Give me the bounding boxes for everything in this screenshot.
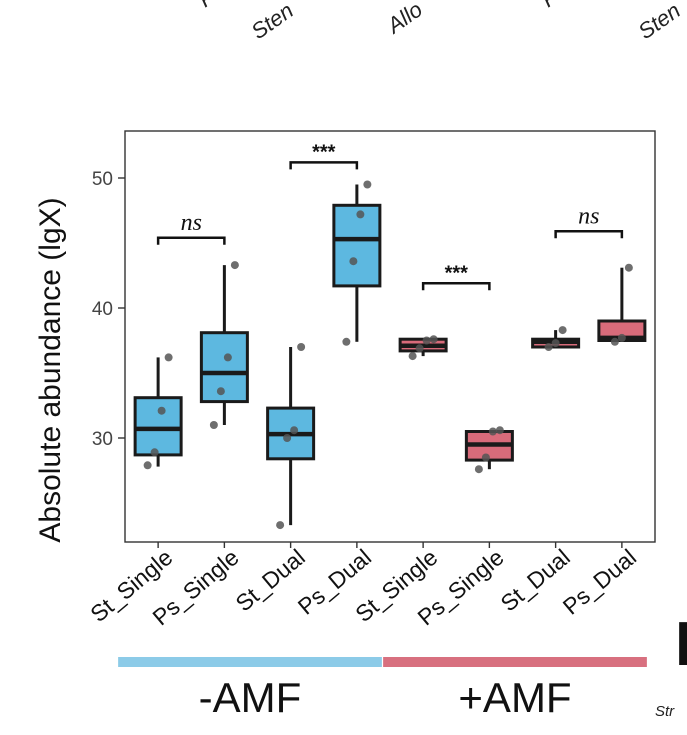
data-point bbox=[216, 387, 225, 396]
data-point bbox=[495, 426, 504, 435]
top-fragment-3: Allo bbox=[381, 0, 427, 39]
data-point bbox=[363, 180, 372, 189]
data-point bbox=[230, 261, 239, 270]
top-fragment-2: Sten bbox=[247, 0, 298, 44]
box-iqr bbox=[332, 203, 382, 288]
box-4 bbox=[332, 180, 382, 346]
y-tick-label: 30 bbox=[92, 429, 113, 450]
significance-label: *** bbox=[445, 262, 469, 284]
top-fragment-5: Sten bbox=[634, 0, 685, 44]
y-tick-label: 50 bbox=[92, 169, 113, 190]
significance-bracket bbox=[554, 230, 624, 239]
data-point bbox=[342, 337, 351, 346]
data-point bbox=[429, 335, 438, 344]
top-fragments: F Sten Allo F Sten bbox=[194, 0, 685, 44]
significance-4: ns bbox=[554, 203, 624, 239]
box-5 bbox=[398, 335, 448, 361]
box-iqr bbox=[133, 396, 183, 457]
group-layer: -AMF +AMF bbox=[118, 657, 647, 721]
data-point bbox=[610, 337, 619, 346]
box-1 bbox=[133, 353, 183, 470]
data-point bbox=[157, 406, 166, 415]
boxes-layer bbox=[133, 180, 647, 530]
group-bar bbox=[383, 657, 647, 667]
significance-3: *** bbox=[421, 262, 491, 291]
box-2 bbox=[199, 261, 249, 429]
group-bar bbox=[118, 657, 382, 667]
data-point bbox=[544, 343, 553, 351]
significance-layer: ns *** *** ns bbox=[156, 141, 624, 291]
data-point bbox=[290, 426, 299, 435]
data-point bbox=[223, 353, 232, 362]
data-point bbox=[422, 336, 431, 345]
significance-bracket bbox=[421, 282, 491, 291]
box-7 bbox=[531, 326, 581, 351]
significance-label: ns bbox=[578, 203, 599, 229]
group-label: -AMF bbox=[199, 674, 302, 721]
top-fragment-1: F bbox=[194, 0, 221, 12]
significance-label: ns bbox=[181, 210, 202, 236]
y-tick-label: 40 bbox=[92, 299, 113, 320]
data-point bbox=[551, 339, 560, 348]
box-6 bbox=[464, 426, 514, 474]
significance-bracket bbox=[156, 236, 226, 245]
data-point bbox=[297, 343, 306, 351]
data-point bbox=[488, 427, 497, 436]
data-point bbox=[481, 453, 490, 462]
data-point bbox=[283, 434, 292, 442]
box-8 bbox=[597, 263, 647, 346]
data-point bbox=[276, 521, 285, 530]
significance-bracket bbox=[289, 161, 359, 170]
significance-label: *** bbox=[312, 141, 336, 163]
data-point bbox=[143, 461, 152, 470]
data-point bbox=[150, 448, 159, 457]
data-point bbox=[617, 333, 626, 342]
data-point bbox=[474, 465, 483, 474]
significance-2: *** bbox=[289, 141, 359, 170]
top-fragment-4: F bbox=[537, 0, 564, 12]
box-3 bbox=[266, 343, 316, 530]
data-point bbox=[558, 326, 567, 335]
y-axis-ticks: 30 40 50 bbox=[92, 169, 125, 450]
group-label: +AMF bbox=[458, 674, 571, 721]
data-point bbox=[356, 210, 365, 219]
next-panel-fragment: Str bbox=[655, 703, 675, 720]
data-point bbox=[624, 263, 633, 272]
x-axis-ticks: St_SinglePs_SingleSt_DualPs_DualSt_Singl… bbox=[85, 542, 641, 630]
x-tick-label: Ps_Dual bbox=[558, 544, 641, 620]
data-point bbox=[408, 352, 417, 361]
significance-1: ns bbox=[156, 210, 226, 245]
data-point bbox=[415, 344, 424, 353]
data-point bbox=[209, 421, 218, 429]
y-axis-label: Absolute abundance (lgX) bbox=[34, 197, 67, 542]
data-point bbox=[164, 353, 173, 362]
data-point bbox=[349, 257, 358, 266]
next-panel-letter: I bbox=[675, 610, 687, 679]
